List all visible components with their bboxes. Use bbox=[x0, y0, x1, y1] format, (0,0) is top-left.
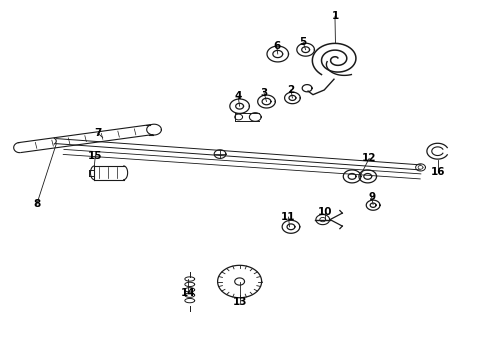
Text: 4: 4 bbox=[234, 91, 242, 102]
Text: 1: 1 bbox=[331, 11, 338, 21]
Text: 5: 5 bbox=[299, 37, 306, 48]
Text: 15: 15 bbox=[88, 150, 102, 161]
Text: 8: 8 bbox=[33, 199, 40, 210]
Text: 3: 3 bbox=[260, 88, 267, 98]
Text: 6: 6 bbox=[273, 41, 280, 51]
Text: 9: 9 bbox=[367, 192, 374, 202]
Text: 16: 16 bbox=[429, 167, 444, 177]
Text: 7: 7 bbox=[94, 128, 102, 138]
Text: 2: 2 bbox=[287, 85, 294, 95]
Text: 12: 12 bbox=[361, 153, 376, 163]
Text: 10: 10 bbox=[317, 207, 332, 217]
Text: 13: 13 bbox=[232, 297, 246, 307]
Text: 11: 11 bbox=[281, 212, 295, 222]
Text: 14: 14 bbox=[181, 288, 195, 298]
